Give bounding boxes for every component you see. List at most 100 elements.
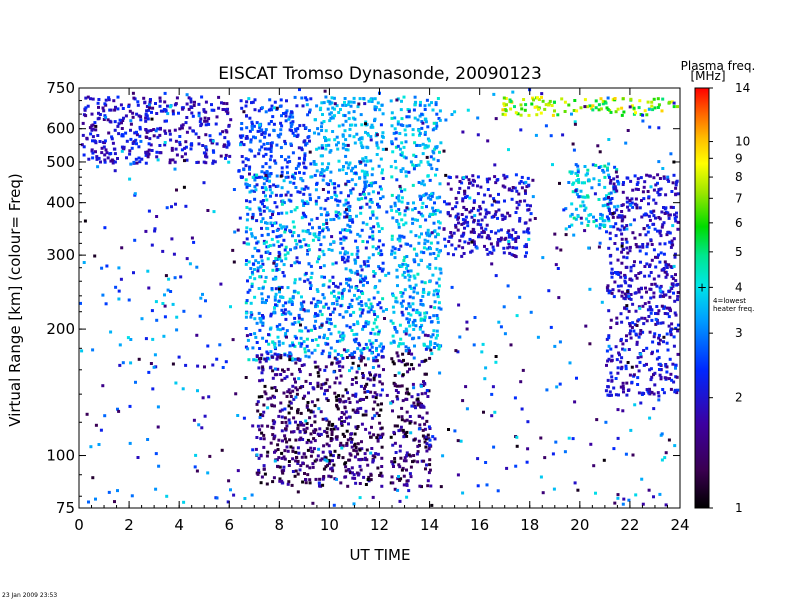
- echo-point: [293, 377, 296, 381]
- echo-point: [454, 223, 458, 227]
- echo-point: [476, 219, 480, 223]
- echo-point: [248, 190, 252, 194]
- echo-point: [298, 430, 302, 433]
- echo-point: [454, 247, 458, 251]
- echo-point: [401, 313, 405, 317]
- echo-point: [148, 101, 152, 105]
- echo-point: [195, 333, 199, 337]
- echo-point: [671, 243, 675, 247]
- echo-point: [97, 443, 101, 446]
- echo-point: [437, 284, 441, 288]
- echo-point: [300, 455, 304, 459]
- echo-point: [665, 332, 669, 336]
- echo-point: [426, 479, 430, 483]
- echo-point: [335, 435, 338, 439]
- echo-point: [291, 384, 295, 388]
- echo-point: [307, 391, 310, 395]
- echo-point: [620, 210, 624, 213]
- echo-point: [604, 420, 608, 424]
- echo-point: [436, 159, 440, 163]
- echo-point: [428, 443, 432, 447]
- echo-point: [372, 359, 376, 363]
- echo-point: [103, 114, 107, 118]
- echo-point: [195, 265, 199, 269]
- echo-point: [276, 327, 280, 331]
- echo-point: [333, 449, 337, 453]
- echo-point: [533, 105, 537, 109]
- echo-point: [359, 141, 363, 145]
- echo-point: [397, 463, 401, 467]
- echo-point: [306, 278, 310, 282]
- echo-point: [656, 255, 660, 259]
- echo-point: [462, 221, 466, 225]
- echo-point: [291, 131, 295, 135]
- echo-point: [296, 133, 300, 137]
- echo-point: [341, 394, 345, 398]
- echo-point: [165, 119, 168, 123]
- echo-point: [674, 186, 678, 190]
- echo-point: [371, 366, 375, 369]
- echo-point: [262, 190, 266, 194]
- echo-point: [395, 384, 399, 388]
- echo-point: [359, 211, 363, 215]
- echo-point: [327, 474, 331, 478]
- echo-point: [431, 149, 435, 153]
- echo-point: [652, 407, 656, 411]
- echo-point: [335, 299, 339, 303]
- echo-point: [367, 298, 371, 302]
- echo-point: [280, 308, 284, 312]
- colorbar-tick-label: 6: [735, 216, 743, 230]
- echo-point: [288, 358, 292, 362]
- echo-point: [376, 222, 380, 226]
- echo-point: [427, 471, 431, 475]
- echo-point: [659, 251, 663, 255]
- echo-point: [125, 156, 128, 160]
- echo-point: [404, 156, 408, 160]
- echo-point: [511, 246, 515, 250]
- echo-point: [429, 343, 432, 347]
- echo-point: [356, 473, 360, 477]
- echo-point: [282, 263, 286, 267]
- echo-point: [322, 174, 326, 178]
- echo-point: [398, 132, 402, 135]
- echo-point: [645, 262, 649, 266]
- echo-point: [400, 304, 404, 308]
- echo-point: [407, 115, 411, 119]
- echo-point: [397, 475, 400, 478]
- echo-point: [177, 111, 180, 115]
- echo-point: [304, 430, 308, 434]
- echo-point: [124, 114, 128, 118]
- echo-point: [434, 146, 438, 150]
- echo-point: [298, 367, 301, 371]
- echo-point: [429, 305, 433, 309]
- echo-point: [228, 154, 232, 158]
- echo-point: [314, 188, 318, 192]
- echo-point: [336, 427, 340, 431]
- echo-point: [630, 104, 634, 108]
- echo-point: [197, 423, 201, 427]
- echo-point: [338, 339, 342, 343]
- echo-point: [389, 341, 393, 345]
- echo-point: [407, 320, 410, 324]
- echo-point: [302, 363, 306, 367]
- echo-point: [349, 104, 353, 108]
- echo-point: [419, 258, 423, 262]
- echo-point: [608, 394, 612, 397]
- echo-point: [327, 420, 331, 424]
- echo-point: [298, 88, 301, 92]
- echo-point: [337, 184, 341, 188]
- echo-point: [421, 179, 425, 183]
- echo-point: [393, 256, 397, 260]
- echo-point: [262, 464, 266, 468]
- echo-point: [240, 127, 244, 131]
- echo-point: [635, 324, 639, 327]
- echo-point: [286, 175, 290, 179]
- echo-point: [108, 152, 112, 156]
- echo-point: [426, 196, 430, 200]
- echo-point: [364, 483, 368, 486]
- echo-point: [652, 248, 656, 252]
- echo-point: [246, 290, 250, 294]
- echo-point: [262, 433, 266, 437]
- echo-point: [397, 222, 401, 226]
- echo-point: [379, 157, 383, 161]
